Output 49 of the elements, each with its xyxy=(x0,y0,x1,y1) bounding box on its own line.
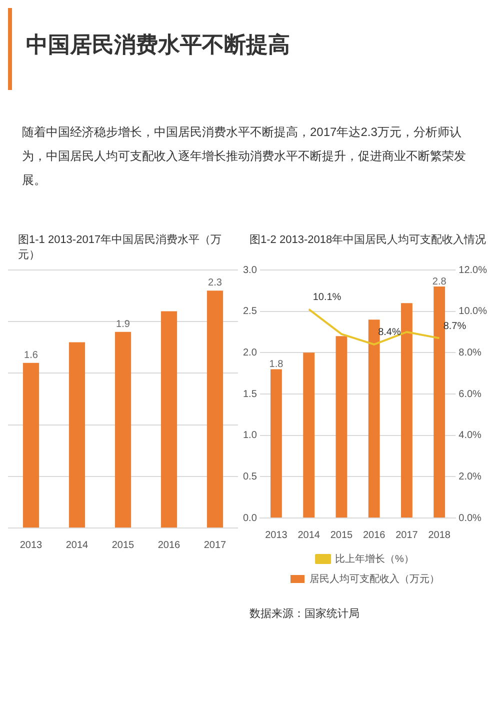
data-label: 1.6 xyxy=(24,350,38,361)
x-tick-label: 2017 xyxy=(204,540,227,551)
x-tick-label: 2016 xyxy=(158,540,181,551)
bar xyxy=(335,336,347,518)
data-label: 1.8 xyxy=(268,358,284,370)
bar xyxy=(206,290,224,528)
y-tick-label: 2.5 xyxy=(242,306,257,318)
x-tick-label: 2018 xyxy=(428,530,450,541)
y2-tick-label: 6.0% xyxy=(458,388,482,400)
bar xyxy=(114,332,132,528)
y2-tick-label: 4.0% xyxy=(458,430,482,442)
y2-tick-label: 10.0% xyxy=(458,306,487,318)
y-tick-label: 3.0 xyxy=(242,264,257,276)
bar xyxy=(270,369,282,518)
y-tick-label: 1.5 xyxy=(242,388,257,400)
data-label: 2.3 xyxy=(208,278,222,289)
x-tick-label: 2014 xyxy=(297,530,320,541)
bar xyxy=(368,320,380,518)
y2-tick-label: 8.0% xyxy=(458,347,482,358)
y-tick-label: 1.0 xyxy=(242,430,257,442)
bar xyxy=(433,286,445,518)
bar xyxy=(302,352,314,518)
text: 随着中国经济稳步增长，中国居民消费水平不断提高，2017年达2.3万元，分析师认为，中国居民人均可支配收入逐年增长推动消费水平不断提升，促进商业不断繁荣发展。 xyxy=(21,124,467,189)
legend-label: 比上年增长（%） xyxy=(334,552,414,565)
y2-tick-label: 2.0% xyxy=(458,471,482,482)
data-label: 2.8 xyxy=(432,276,446,288)
x-tick-label: 2016 xyxy=(362,530,386,541)
x-tick-label: 2013 xyxy=(264,530,288,541)
x-tick-label: 2015 xyxy=(330,530,353,541)
x-tick-label: 2017 xyxy=(395,530,418,541)
bar xyxy=(400,303,412,518)
chart-title: 图1-2 2013-2018年中国居民人均可支配收入情况 xyxy=(248,233,488,248)
bar xyxy=(22,362,40,528)
x-tick-label: 2015 xyxy=(112,540,135,551)
y2-tick-label: 0.0% xyxy=(458,512,482,524)
y2-tick-label: 12.0% xyxy=(458,264,487,276)
x-tick-label: 2013 xyxy=(20,540,43,551)
x-tick-label: 2014 xyxy=(66,540,89,551)
bar xyxy=(160,311,178,528)
y-tick-label: 2.0 xyxy=(242,347,257,358)
bar xyxy=(68,342,86,528)
source-note: 数据来源：国家统计局 xyxy=(248,606,361,621)
text: 中国居民消费水平不断提高 xyxy=(8,8,491,90)
y-tick-label: 0.5 xyxy=(242,471,257,482)
y-tick-label: 0.0 xyxy=(242,512,257,524)
legend-label: 居民人均可支配收入（万元） xyxy=(309,572,440,585)
data-label: 10.1% xyxy=(312,292,341,304)
chart-title: 图1-1 2013-2017年中国居民消费水平（万元） xyxy=(17,233,223,261)
data-label: 1.9 xyxy=(116,318,130,330)
